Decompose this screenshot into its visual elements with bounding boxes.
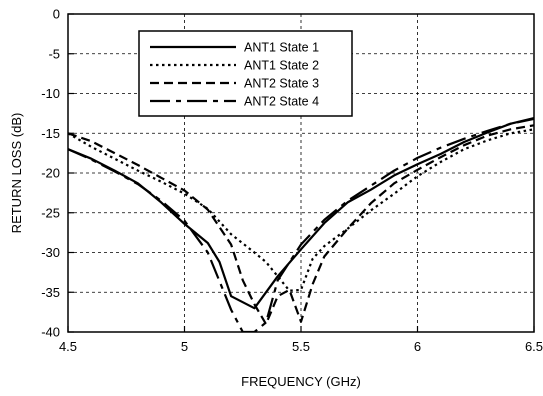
x-tick-label: 4.5	[59, 339, 77, 354]
x-tick-label: 6.5	[525, 339, 543, 354]
axis-ticks: 4.5 5 5.5 6 6.5 0 -5 -10 -15 -20 -25 -30 -35 -40	[41, 7, 543, 355]
x-tick-label: 5	[181, 339, 188, 354]
legend-label: ANT1 State 2	[244, 59, 319, 73]
y-tick-label: 0	[53, 7, 60, 22]
legend-label: ANT1 State 1	[244, 41, 319, 55]
legend-label: ANT2 State 4	[244, 95, 319, 109]
y-tick-label: -5	[48, 46, 60, 61]
y-tick-label: -35	[41, 285, 60, 300]
series-line-3	[68, 124, 534, 326]
x-tick-label: 5.5	[292, 339, 310, 354]
y-axis-label: RETURN LOSS (dB)	[9, 113, 24, 234]
y-tick-label: -10	[41, 86, 60, 101]
series-lines	[68, 117, 534, 332]
y-tick-label: -30	[41, 245, 60, 260]
grid-lines	[68, 14, 534, 332]
y-tick-label: -20	[41, 166, 60, 181]
y-tick-label: -40	[41, 325, 60, 340]
x-tick-label: 6	[414, 339, 421, 354]
y-tick-label: -25	[41, 205, 60, 220]
legend-label: ANT2 State 3	[244, 77, 319, 91]
y-tick-label: -15	[41, 126, 60, 141]
legend: ANT1 State 1 ANT1 State 2 ANT2 State 3 ANT2…	[138, 30, 353, 117]
series-line-4	[68, 117, 534, 332]
x-axis-label: FREQUENCY (GHz)	[241, 374, 361, 389]
legend-box	[138, 30, 353, 117]
